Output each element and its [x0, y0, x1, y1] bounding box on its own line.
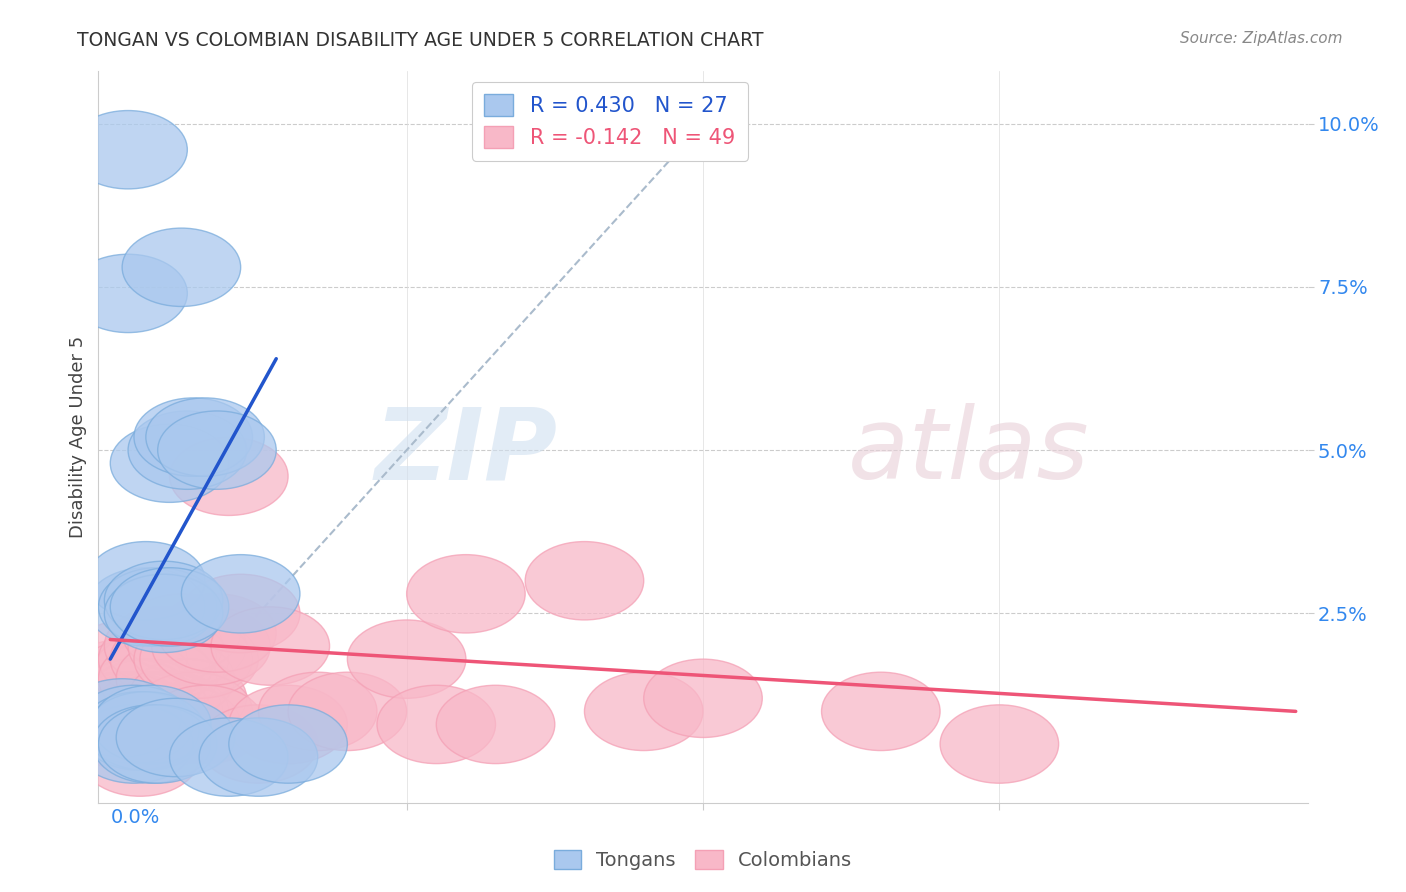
Ellipse shape — [104, 574, 224, 653]
Ellipse shape — [941, 705, 1059, 783]
Ellipse shape — [117, 640, 235, 718]
Ellipse shape — [98, 705, 217, 783]
Ellipse shape — [80, 718, 200, 797]
Ellipse shape — [644, 659, 762, 738]
Ellipse shape — [122, 685, 240, 764]
Ellipse shape — [134, 620, 253, 698]
Text: Source: ZipAtlas.com: Source: ZipAtlas.com — [1180, 31, 1343, 46]
Ellipse shape — [98, 567, 217, 646]
Ellipse shape — [75, 685, 193, 764]
Ellipse shape — [146, 685, 264, 764]
Ellipse shape — [141, 620, 259, 698]
Text: atlas: atlas — [848, 403, 1090, 500]
Ellipse shape — [377, 685, 495, 764]
Ellipse shape — [157, 594, 276, 673]
Y-axis label: Disability Age Under 5: Disability Age Under 5 — [69, 336, 87, 538]
Ellipse shape — [69, 111, 187, 189]
Ellipse shape — [93, 673, 211, 750]
Ellipse shape — [181, 555, 299, 633]
Ellipse shape — [69, 620, 187, 698]
Ellipse shape — [200, 705, 318, 783]
Ellipse shape — [93, 685, 211, 764]
Ellipse shape — [134, 398, 253, 476]
Ellipse shape — [69, 673, 187, 750]
Ellipse shape — [110, 567, 229, 646]
Ellipse shape — [87, 541, 205, 620]
Text: TONGAN VS COLOMBIAN DISABILITY AGE UNDER 5 CORRELATION CHART: TONGAN VS COLOMBIAN DISABILITY AGE UNDER… — [77, 31, 763, 50]
Ellipse shape — [110, 620, 229, 698]
Ellipse shape — [80, 685, 200, 764]
Ellipse shape — [821, 673, 941, 750]
Ellipse shape — [80, 692, 200, 770]
Ellipse shape — [104, 561, 224, 640]
Ellipse shape — [104, 607, 224, 685]
Ellipse shape — [87, 659, 205, 738]
Ellipse shape — [181, 574, 299, 653]
Ellipse shape — [128, 607, 246, 685]
Ellipse shape — [406, 555, 526, 633]
Ellipse shape — [75, 659, 193, 738]
Ellipse shape — [75, 692, 193, 770]
Ellipse shape — [93, 705, 211, 783]
Ellipse shape — [200, 718, 318, 797]
Ellipse shape — [110, 424, 229, 502]
Ellipse shape — [104, 673, 224, 750]
Ellipse shape — [63, 679, 181, 757]
Ellipse shape — [75, 640, 193, 718]
Ellipse shape — [152, 607, 270, 685]
Ellipse shape — [87, 692, 205, 770]
Ellipse shape — [87, 685, 205, 764]
Ellipse shape — [110, 673, 229, 750]
Text: ZIP: ZIP — [375, 403, 558, 500]
Ellipse shape — [122, 228, 240, 307]
Ellipse shape — [69, 254, 187, 333]
Ellipse shape — [157, 411, 276, 490]
Ellipse shape — [117, 698, 235, 777]
Ellipse shape — [211, 607, 329, 685]
Ellipse shape — [98, 620, 217, 698]
Ellipse shape — [75, 705, 193, 783]
Ellipse shape — [80, 673, 200, 750]
Ellipse shape — [98, 640, 217, 718]
Ellipse shape — [585, 673, 703, 750]
Ellipse shape — [128, 411, 246, 490]
Ellipse shape — [526, 541, 644, 620]
Legend: Tongans, Colombians: Tongans, Colombians — [546, 842, 860, 878]
Text: 0.0%: 0.0% — [110, 808, 160, 827]
Ellipse shape — [259, 673, 377, 750]
Ellipse shape — [93, 633, 211, 712]
Ellipse shape — [347, 620, 465, 698]
Ellipse shape — [87, 567, 205, 646]
Ellipse shape — [69, 692, 187, 770]
Ellipse shape — [436, 685, 555, 764]
Legend: R = 0.430   N = 27, R = -0.142   N = 49: R = 0.430 N = 27, R = -0.142 N = 49 — [471, 82, 748, 161]
Ellipse shape — [63, 673, 181, 750]
Ellipse shape — [170, 718, 288, 797]
Ellipse shape — [229, 685, 347, 764]
Ellipse shape — [134, 673, 253, 750]
Ellipse shape — [122, 594, 240, 673]
Ellipse shape — [63, 640, 181, 718]
Ellipse shape — [56, 673, 176, 750]
Ellipse shape — [128, 659, 246, 738]
Ellipse shape — [288, 673, 406, 750]
Ellipse shape — [229, 705, 347, 783]
Ellipse shape — [170, 437, 288, 516]
Ellipse shape — [146, 398, 264, 476]
